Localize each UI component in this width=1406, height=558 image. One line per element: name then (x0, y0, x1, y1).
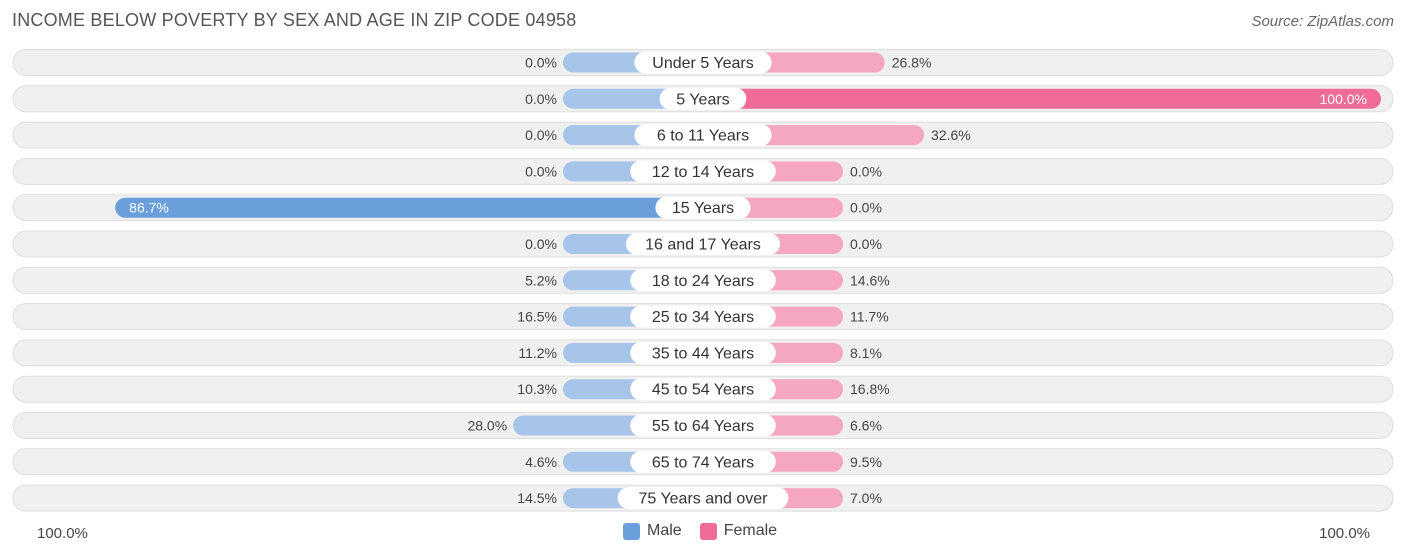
category-label: 75 Years and over (639, 491, 769, 508)
male-value-label: 16.5% (517, 309, 557, 325)
category-label: 35 to 44 Years (652, 345, 754, 362)
male-value-label: 0.0% (525, 127, 557, 143)
male-value-label: 11.2% (518, 345, 557, 361)
legend-male-label: Male (647, 522, 682, 539)
category-pill (630, 269, 776, 292)
female-value-label: 6.6% (850, 418, 882, 434)
male-value-label: 28.0% (467, 418, 507, 434)
legend-male[interactable]: Male (623, 522, 682, 540)
chart-title: INCOME BELOW POVERTY BY SEX AND AGE IN Z… (12, 10, 577, 30)
source-label[interactable]: Source: ZipAtlas.com (1251, 13, 1394, 30)
category-pill (630, 450, 776, 473)
bar-row: 28.0% 6.6% 55 to 64 Years (12, 412, 1394, 439)
male-value-label: 86.7% (129, 200, 169, 216)
axis-right-label: 100.0% (1319, 525, 1370, 542)
female-value-label: 11.7% (850, 309, 889, 325)
category-pill (659, 87, 747, 110)
male-value-label: 0.0% (525, 236, 557, 252)
female-value-label: 14.6% (850, 272, 890, 288)
male-value-label: 5.2% (525, 272, 557, 288)
female-bar (703, 88, 1381, 109)
category-label: Under 5 Years (652, 55, 753, 72)
legend-male-swatch (623, 522, 640, 540)
legend-female-label: Female (723, 522, 778, 539)
female-value-label: 8.1% (850, 345, 882, 361)
male-value-label: 0.0% (525, 163, 557, 179)
axis-left-label: 100.0% (37, 525, 88, 542)
category-pill (655, 196, 751, 219)
legend-female[interactable]: Female (699, 522, 778, 540)
category-pill (626, 233, 780, 255)
category-pill (630, 160, 776, 183)
bar-row: 14.5% 7.0% 75 Years and over (12, 484, 1394, 512)
female-value-label: 16.8% (850, 381, 890, 397)
category-pill (630, 305, 776, 328)
bar-row: 86.7% 0.0% 15 Years (12, 194, 1394, 222)
bar-row: 4.6% 9.5% 65 to 74 Years (12, 448, 1394, 476)
bar-row: 0.0% 0.0% 12 to 14 Years (12, 157, 1394, 185)
category-label: 5 Years (676, 91, 729, 108)
male-value-label: 14.5% (517, 490, 557, 506)
bar-row: 10.3% 16.8% 45 to 54 Years (12, 375, 1394, 403)
bar-row: 5.2% 14.6% 18 to 24 Years (12, 266, 1394, 294)
category-label: 16 and 17 Years (645, 237, 761, 254)
bar-row: 11.2% 8.1% 35 to 44 Years (12, 339, 1394, 367)
category-pill (634, 124, 772, 147)
category-label: 45 to 54 Years (652, 382, 754, 399)
legend-female-swatch (699, 522, 717, 540)
male-bar (115, 197, 703, 218)
category-pill (617, 487, 789, 510)
bar-row: 16.5% 11.7% 25 to 34 Years (12, 303, 1394, 331)
male-value-label: 0.0% (525, 55, 557, 71)
legend: Male Female (623, 522, 787, 540)
female-value-label: 0.0% (850, 236, 882, 252)
bar-row: 0.0% 32.6% 6 to 11 Years (12, 121, 1394, 149)
female-value-label: 32.6% (931, 127, 971, 143)
bar-row: 0.0% 100.0% 5 Years (12, 85, 1394, 113)
category-pill (630, 378, 776, 401)
male-value-label: 10.3% (517, 381, 557, 397)
female-value-label: 0.0% (850, 163, 882, 179)
category-label: 12 to 14 Years (652, 164, 754, 181)
male-value-label: 4.6% (525, 454, 557, 470)
bar-row: 0.0% 26.8% Under 5 Years (12, 49, 1394, 76)
male-value-label: 0.0% (525, 91, 557, 107)
category-label: 6 to 11 Years (657, 128, 749, 145)
female-value-label: 0.0% (850, 200, 882, 216)
category-pill (634, 51, 772, 74)
female-value-label: 26.8% (892, 55, 932, 71)
category-label: 55 to 64 Years (652, 418, 754, 435)
category-label: 25 to 34 Years (652, 309, 754, 326)
category-pill (630, 341, 776, 364)
category-label: 65 to 74 Years (652, 454, 754, 471)
female-value-label: 100.0% (1320, 91, 1367, 107)
female-value-label: 9.5% (850, 454, 882, 470)
category-label: 18 to 24 Years (652, 273, 754, 290)
female-value-label: 7.0% (850, 490, 882, 506)
category-pill (630, 414, 776, 437)
bar-row: 0.0% 0.0% 16 and 17 Years (12, 230, 1394, 258)
category-label: 15 Years (672, 200, 734, 217)
